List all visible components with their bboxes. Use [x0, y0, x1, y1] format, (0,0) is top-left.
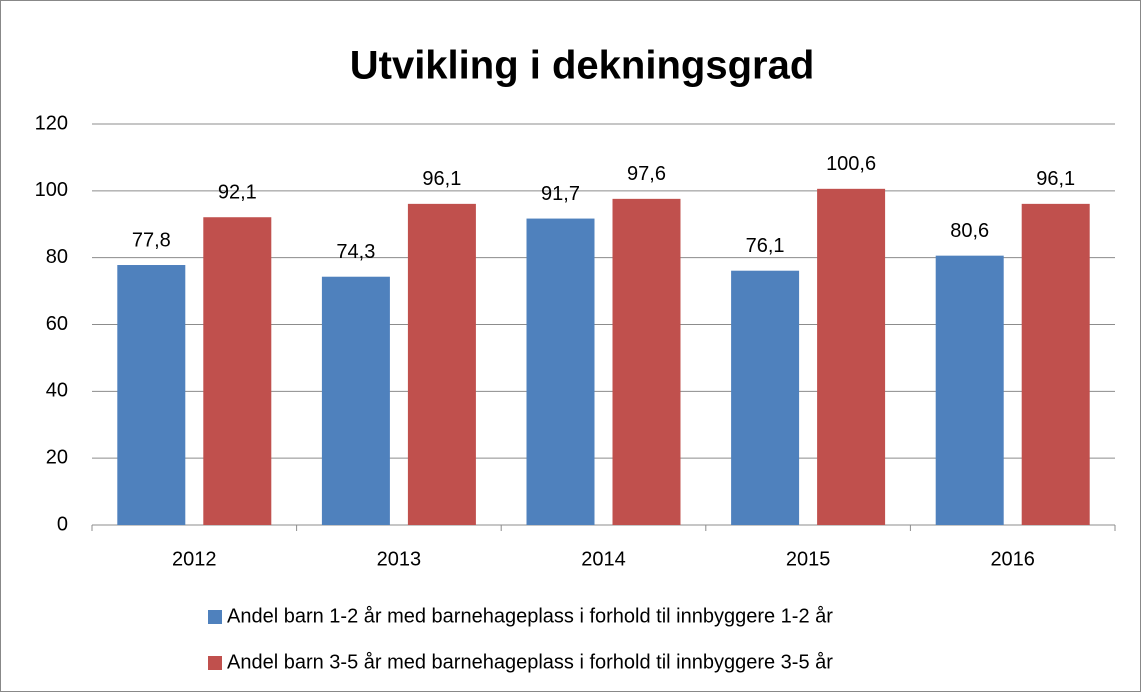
- value-label: 91,7: [541, 183, 580, 205]
- y-tick-label: 20: [46, 446, 68, 468]
- x-tick-label: 2012: [172, 548, 217, 570]
- x-tick-label: 2015: [786, 548, 831, 570]
- value-label: 100,6: [826, 153, 876, 175]
- bar: [731, 270, 800, 525]
- y-tick-label: 60: [46, 313, 68, 335]
- bar: [612, 198, 681, 525]
- x-tick-label: 2014: [581, 548, 626, 570]
- chart-title: Utvikling i dekningsgrad: [350, 44, 815, 88]
- bar: [1021, 203, 1090, 525]
- bar: [817, 188, 886, 525]
- value-label: 76,1: [746, 235, 785, 257]
- value-label: 96,1: [1036, 168, 1075, 190]
- y-tick-label: 120: [35, 112, 68, 134]
- value-label: 96,1: [422, 168, 461, 190]
- value-label: 77,8: [132, 229, 171, 251]
- bar: [117, 265, 186, 525]
- value-label: 92,1: [218, 182, 257, 204]
- x-tick-label: 2013: [377, 548, 422, 570]
- legend-swatch: [208, 610, 222, 624]
- value-label: 97,6: [627, 163, 666, 185]
- legend-label: Andel barn 3-5 år med barnehageplass i f…: [227, 651, 833, 673]
- y-tick-label: 100: [35, 179, 68, 201]
- bar: [407, 203, 476, 525]
- legend-swatch: [208, 656, 222, 670]
- bar: [935, 255, 1004, 525]
- bar: [321, 276, 390, 525]
- value-label: 74,3: [336, 241, 375, 263]
- value-label: 80,6: [950, 220, 989, 242]
- y-tick-label: 80: [46, 246, 68, 268]
- y-tick-label: 40: [46, 380, 68, 402]
- bar: [526, 218, 595, 526]
- x-tick-label: 2016: [990, 548, 1035, 570]
- legend-label: Andel barn 1-2 år med barnehageplass i f…: [227, 605, 833, 627]
- y-tick-label: 0: [57, 513, 68, 535]
- bar: [203, 217, 272, 526]
